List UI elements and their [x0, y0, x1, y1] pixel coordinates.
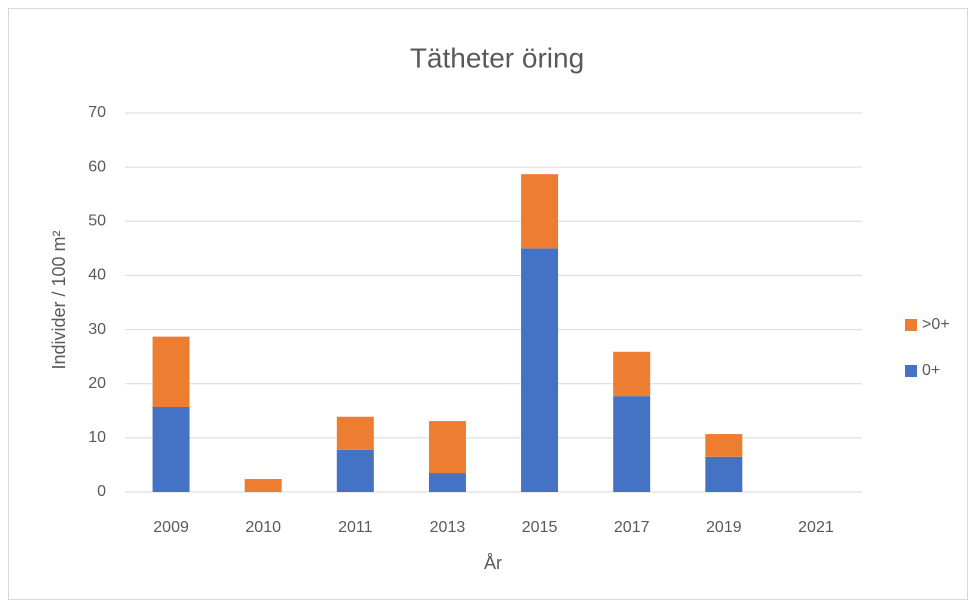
x-tick-label: 2010	[245, 519, 281, 536]
bar-segment	[613, 351, 651, 397]
legend-label: >0+	[922, 316, 950, 333]
bar-segment	[705, 456, 743, 492]
y-tick-label: 60	[88, 158, 106, 175]
x-tick-label: 2013	[430, 519, 466, 536]
y-tick-label: 40	[88, 267, 106, 284]
bar-segment	[521, 174, 559, 249]
bar-segment	[152, 406, 190, 492]
bar-segment	[336, 416, 374, 450]
x-tick-label: 2009	[153, 519, 189, 536]
bar-segment	[428, 421, 466, 474]
bar-segment	[428, 473, 466, 492]
legend-swatch	[905, 319, 917, 331]
legend-swatch	[905, 365, 917, 377]
bar-segment	[152, 336, 190, 407]
bar-segment	[613, 396, 651, 492]
x-tick-label: 2019	[706, 519, 742, 536]
bar-segment	[705, 434, 743, 457]
x-axis-label: År	[484, 553, 502, 573]
bar-segment	[244, 479, 282, 492]
y-tick-label: 50	[88, 213, 106, 230]
y-axis-label: Individer / 100 m²	[49, 230, 69, 369]
x-tick-label: 2017	[614, 519, 650, 536]
x-tick-label: 2011	[338, 519, 373, 536]
legend-label: 0+	[922, 362, 940, 379]
y-tick-label: 70	[88, 104, 106, 121]
y-tick-label: 0	[97, 483, 106, 500]
bar-segment	[336, 449, 374, 492]
y-tick-label: 20	[88, 375, 106, 392]
x-tick-label: 2021	[798, 519, 834, 536]
chart-title: Tätheter öring	[410, 42, 584, 73]
y-tick-label: 30	[88, 321, 106, 338]
bar-segment	[521, 248, 559, 492]
x-tick-label: 2015	[522, 519, 558, 536]
y-tick-label: 10	[88, 429, 106, 446]
chart-frame	[8, 8, 968, 600]
